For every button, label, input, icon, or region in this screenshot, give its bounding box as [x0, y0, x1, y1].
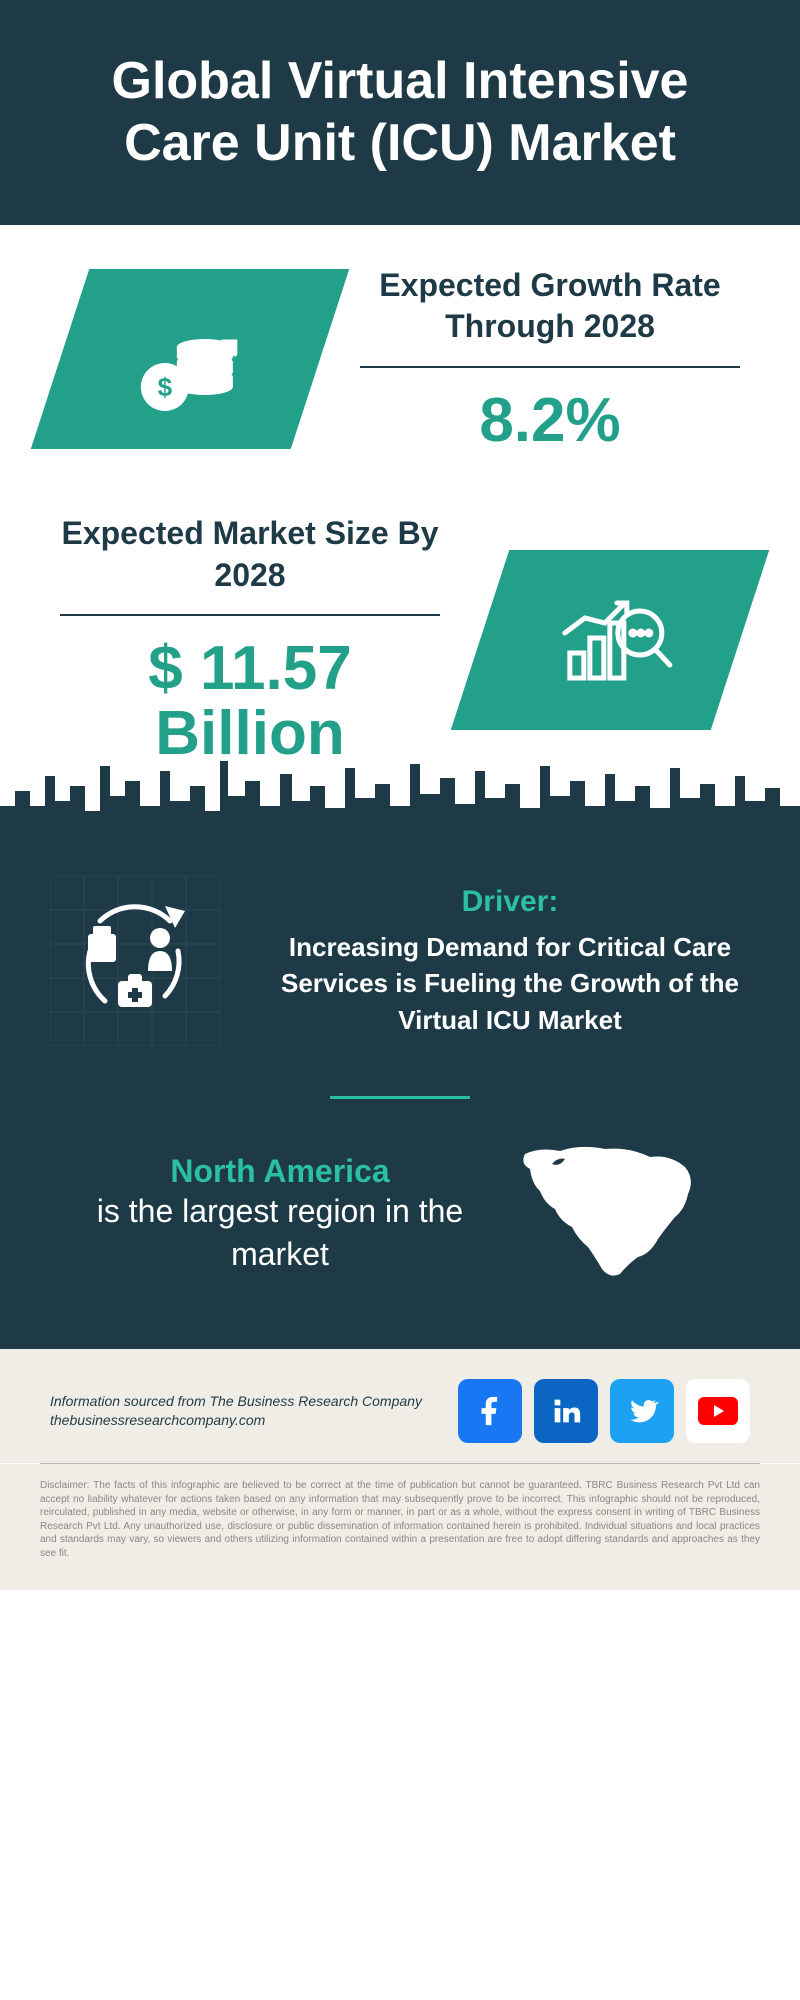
small-divider	[330, 1096, 470, 1099]
driver-icon-box	[50, 876, 220, 1046]
north-america-map	[510, 1139, 710, 1289]
growth-section: $ Expected Growth Rate Through 2028 8.2%	[0, 225, 800, 473]
driver-description: Increasing Demand for Critical Care Serv…	[270, 929, 750, 1038]
facebook-icon[interactable]	[458, 1379, 522, 1443]
driver-text-block: Driver: Increasing Demand for Critical C…	[270, 885, 750, 1038]
skyline-silhouette	[0, 756, 800, 836]
driver-row: Driver: Increasing Demand for Critical C…	[50, 876, 750, 1046]
market-icon-box	[451, 550, 769, 730]
youtube-icon[interactable]	[686, 1379, 750, 1443]
region-highlight: North America	[90, 1153, 470, 1190]
growth-stat: Expected Growth Rate Through 2028 8.2%	[360, 265, 740, 453]
coins-arrow-icon: $	[115, 291, 265, 421]
header-banner: Global Virtual Intensive Care Unit (ICU)…	[0, 0, 800, 225]
region-row: North America is the largest region in t…	[50, 1139, 750, 1289]
market-size-stat: Expected Market Size By 2028 $ 11.57 Bil…	[60, 513, 440, 766]
divider	[360, 366, 740, 368]
market-size-section: Expected Market Size By 2028 $ 11.57 Bil…	[0, 473, 800, 766]
disclaimer-text: Disclaimer: The facts of this infographi…	[0, 1464, 800, 1590]
page-title: Global Virtual Intensive Care Unit (ICU)…	[60, 50, 740, 175]
divider	[60, 614, 440, 616]
chart-magnifier-icon	[535, 572, 685, 702]
healthcare-cycle-icon	[50, 876, 220, 1046]
svg-text:$: $	[158, 371, 173, 401]
growth-value: 8.2%	[360, 388, 740, 453]
driver-title: Driver:	[270, 885, 750, 919]
market-size-value: $ 11.57 Billion	[60, 636, 440, 766]
growth-icon-box: $	[31, 269, 349, 449]
region-description: is the largest region in the market	[90, 1190, 470, 1276]
source-line2: thebusinessresearchcompany.com	[50, 1412, 265, 1428]
source-text: Information sourced from The Business Re…	[50, 1392, 428, 1431]
source-line1: Information sourced from The Business Re…	[50, 1393, 422, 1409]
map-icon	[510, 1139, 710, 1289]
market-size-label: Expected Market Size By 2028	[60, 513, 440, 596]
growth-label: Expected Growth Rate Through 2028	[360, 265, 740, 348]
linkedin-icon[interactable]	[534, 1379, 598, 1443]
region-text-block: North America is the largest region in t…	[90, 1153, 470, 1276]
twitter-icon[interactable]	[610, 1379, 674, 1443]
social-icons-row	[458, 1379, 750, 1443]
dark-info-block: Driver: Increasing Demand for Critical C…	[0, 836, 800, 1349]
footer-source-row: Information sourced from The Business Re…	[0, 1349, 800, 1463]
